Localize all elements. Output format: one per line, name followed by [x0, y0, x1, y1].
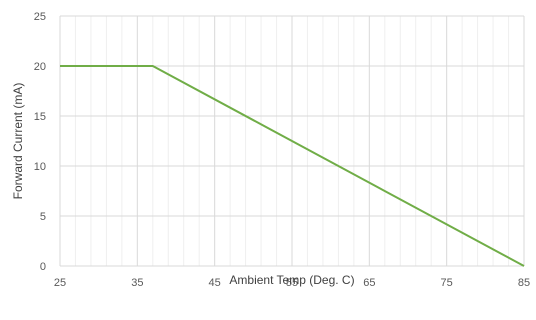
y-tick-label: 5 [40, 211, 46, 223]
y-axis-tick-labels: 0 5 10 15 20 25 [34, 11, 46, 273]
y-tick-label: 25 [34, 11, 46, 23]
y-tick-label: 10 [34, 161, 46, 173]
x-tick-label: 65 [363, 277, 375, 289]
series-layer [60, 65, 525, 267]
y-axis-title: Forward Current (mA) [11, 83, 25, 200]
x-tick-label: 55 [286, 277, 298, 289]
y-tick-label: 20 [34, 61, 46, 73]
x-tick-label: 35 [131, 277, 143, 289]
y-tick-label: 15 [34, 111, 46, 123]
x-tick-label: 25 [54, 277, 66, 289]
y-tick-label: 0 [40, 261, 46, 273]
major-gridlines [59, 15, 525, 267]
series-line [60, 65, 525, 267]
x-tick-label: 85 [518, 277, 530, 289]
x-tick-label: 75 [441, 277, 453, 289]
x-axis-title: Ambient Temp (Deg. C) [229, 273, 354, 287]
minor-gridlines [74, 16, 510, 266]
x-axis-tick-labels: 25 35 45 55 65 75 85 [54, 277, 530, 289]
x-tick-label: 45 [209, 277, 221, 289]
